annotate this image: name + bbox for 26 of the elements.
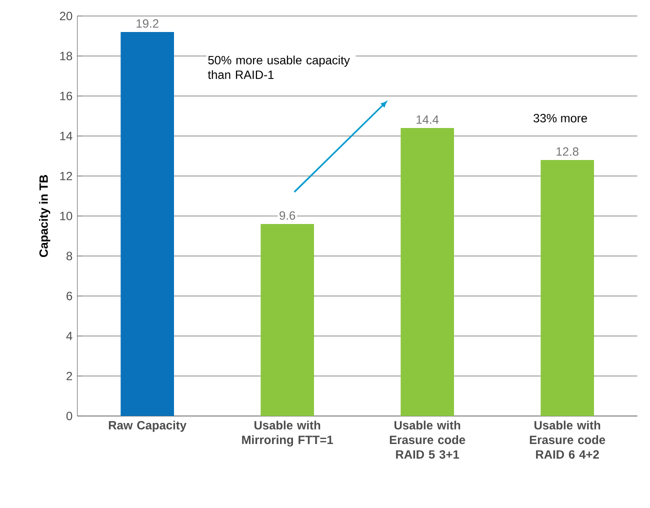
data-label: 19.2 bbox=[136, 19, 158, 28]
x-tick-label: Usable with Erasure code RAID 6 4+2 bbox=[530, 420, 606, 459]
y-tick-label: 0 bbox=[66, 412, 72, 420]
bar bbox=[260, 224, 314, 416]
annotation: 50% more usable capacity than RAID-1 bbox=[208, 56, 350, 79]
data-label: 12.8 bbox=[556, 147, 578, 156]
bar bbox=[400, 128, 454, 416]
y-tick-label: 18 bbox=[60, 52, 72, 60]
y-axis-title: Capacity in TB bbox=[39, 175, 50, 258]
data-label: 9.6 bbox=[280, 211, 296, 220]
y-tick-label: 16 bbox=[60, 92, 72, 100]
y-tick-label: 4 bbox=[66, 332, 72, 340]
x-tick-label: Usable with Erasure code RAID 5 3+1 bbox=[390, 420, 466, 459]
y-tick-label: 20 bbox=[60, 12, 72, 20]
y-tick-label: 14 bbox=[60, 132, 72, 140]
y-tick-label: 8 bbox=[66, 252, 72, 260]
y-tick-label: 10 bbox=[60, 212, 72, 220]
x-tick-label: Usable with Mirroring FTT=1 bbox=[242, 420, 333, 447]
annotation: 33% more bbox=[534, 114, 588, 122]
bar bbox=[120, 32, 174, 416]
y-tick-label: 6 bbox=[66, 292, 72, 300]
y-tick-label: 12 bbox=[60, 172, 72, 180]
y-tick-label: 2 bbox=[66, 372, 72, 380]
data-label: 14.4 bbox=[416, 116, 439, 124]
x-tick-label: Raw Capacity bbox=[108, 420, 186, 432]
bar bbox=[540, 160, 594, 416]
